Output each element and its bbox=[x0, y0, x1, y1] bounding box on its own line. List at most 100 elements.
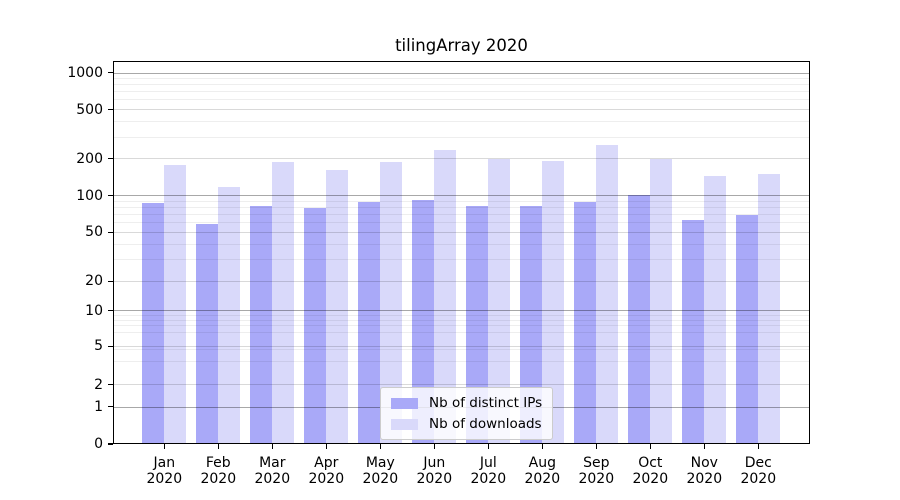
x-tick-month: Jun bbox=[423, 455, 446, 471]
plot-area: Nb of distinct IPs Nb of downloads bbox=[113, 61, 810, 444]
legend-label-downloads: Nb of downloads bbox=[429, 416, 542, 432]
bar-downloads bbox=[218, 186, 240, 443]
y-tick-label: 10 bbox=[85, 302, 103, 319]
bar-distinct-ips bbox=[574, 202, 596, 443]
x-tick-label: Dec 2020 bbox=[728, 455, 788, 487]
x-tick-label: Aug 2020 bbox=[512, 455, 572, 487]
bar-distinct-ips bbox=[304, 208, 326, 443]
x-tick-year: 2020 bbox=[470, 471, 507, 487]
legend: Nb of distinct IPs Nb of downloads bbox=[380, 387, 554, 440]
y-tick-mark bbox=[108, 309, 113, 312]
bar-downloads bbox=[164, 165, 186, 443]
x-tick-year: 2020 bbox=[362, 471, 399, 487]
y-tick-label: 200 bbox=[76, 150, 103, 167]
x-tick-month: May bbox=[365, 455, 395, 471]
y-tick-mark bbox=[108, 280, 113, 282]
bar-downloads bbox=[326, 169, 348, 443]
bar-downloads bbox=[596, 144, 618, 443]
x-tick-label: Jul 2020 bbox=[458, 455, 518, 487]
x-tick-label: Apr 2020 bbox=[296, 455, 356, 487]
legend-item-downloads: Nb of downloads bbox=[391, 416, 542, 432]
bar-downloads bbox=[542, 160, 564, 443]
bar-downloads bbox=[758, 174, 780, 443]
bar-distinct-ips bbox=[628, 195, 650, 443]
bar-downloads bbox=[272, 162, 294, 443]
bar-distinct-ips bbox=[142, 202, 164, 443]
bar-distinct-ips bbox=[358, 202, 380, 443]
y-tick-mark bbox=[108, 108, 113, 111]
x-tick-mark bbox=[595, 444, 597, 449]
chart-title: tilingArray 2020 bbox=[395, 36, 528, 55]
y-tick-mark bbox=[108, 194, 113, 197]
legend-swatch-distinct-ips bbox=[391, 397, 418, 409]
y-tick-label: 100 bbox=[76, 187, 103, 204]
x-tick-month: Feb bbox=[205, 455, 231, 471]
x-tick-label: May 2020 bbox=[350, 455, 410, 487]
x-tick-year: 2020 bbox=[146, 471, 183, 487]
x-tick-mark bbox=[379, 444, 381, 449]
x-tick-month: Apr bbox=[314, 455, 339, 471]
x-tick-mark bbox=[703, 444, 705, 449]
bar-distinct-ips bbox=[412, 199, 434, 443]
x-tick-mark bbox=[649, 444, 651, 449]
x-tick-month: Aug bbox=[528, 455, 556, 471]
x-tick-label: Jan 2020 bbox=[134, 455, 194, 487]
legend-item-distinct-ips: Nb of distinct IPs bbox=[391, 395, 542, 411]
gridline-major bbox=[114, 72, 809, 74]
x-tick-mark bbox=[325, 444, 327, 449]
x-tick-month: Dec bbox=[744, 455, 772, 471]
y-tick-label: 1000 bbox=[67, 64, 103, 81]
x-tick-year: 2020 bbox=[686, 471, 723, 487]
legend-swatch-downloads bbox=[391, 418, 418, 430]
y-tick-mark bbox=[108, 345, 113, 347]
x-tick-year: 2020 bbox=[524, 471, 561, 487]
y-tick-mark bbox=[108, 383, 113, 386]
y-tick-mark bbox=[108, 443, 113, 445]
bar-distinct-ips bbox=[196, 223, 218, 443]
gridline-minor bbox=[114, 84, 809, 85]
x-tick-month: Oct bbox=[638, 455, 663, 471]
y-tick-label: 50 bbox=[85, 224, 103, 241]
x-tick-label: Oct 2020 bbox=[620, 455, 680, 487]
bar-downloads bbox=[704, 175, 726, 443]
gridline-minor bbox=[114, 77, 809, 79]
x-tick-mark bbox=[271, 444, 273, 449]
x-tick-label: Sep 2020 bbox=[566, 455, 626, 487]
y-tick-label: 20 bbox=[85, 273, 103, 290]
x-tick-year: 2020 bbox=[578, 471, 615, 487]
y-tick-mark bbox=[108, 72, 113, 74]
x-tick-mark bbox=[217, 444, 219, 449]
x-tick-year: 2020 bbox=[632, 471, 669, 487]
x-tick-label: Mar 2020 bbox=[242, 455, 302, 487]
y-tick-label: 0 bbox=[94, 436, 103, 452]
x-tick-mark bbox=[433, 444, 435, 449]
bar-downloads bbox=[380, 161, 402, 443]
bar-distinct-ips bbox=[250, 205, 272, 443]
x-tick-label: Jun 2020 bbox=[404, 455, 464, 487]
bar-distinct-ips bbox=[466, 205, 488, 443]
y-tick-label: 5 bbox=[94, 338, 103, 355]
gridline-major bbox=[114, 158, 809, 160]
x-tick-label: Feb 2020 bbox=[188, 455, 248, 487]
x-tick-year: 2020 bbox=[416, 471, 453, 487]
gridline-major bbox=[114, 109, 809, 111]
y-tick-mark bbox=[108, 157, 113, 160]
x-tick-month: Mar bbox=[259, 455, 286, 471]
bar-distinct-ips bbox=[736, 214, 758, 443]
legend-label-distinct-ips: Nb of distinct IPs bbox=[429, 395, 543, 411]
x-tick-mark bbox=[541, 444, 543, 449]
y-tick-mark bbox=[108, 231, 113, 233]
bar-downloads bbox=[488, 159, 510, 443]
x-tick-label: Nov 2020 bbox=[674, 455, 734, 487]
y-tick-label: 1 bbox=[94, 398, 103, 415]
x-tick-month: Nov bbox=[690, 455, 718, 471]
gridline-minor bbox=[114, 91, 809, 93]
x-tick-month: Sep bbox=[583, 455, 610, 471]
gridline-minor bbox=[114, 121, 809, 123]
x-tick-month: Jul bbox=[479, 455, 497, 471]
x-tick-year: 2020 bbox=[254, 471, 291, 487]
x-tick-year: 2020 bbox=[200, 471, 237, 487]
x-tick-mark bbox=[163, 444, 165, 449]
y-tick-label: 2 bbox=[94, 376, 103, 393]
